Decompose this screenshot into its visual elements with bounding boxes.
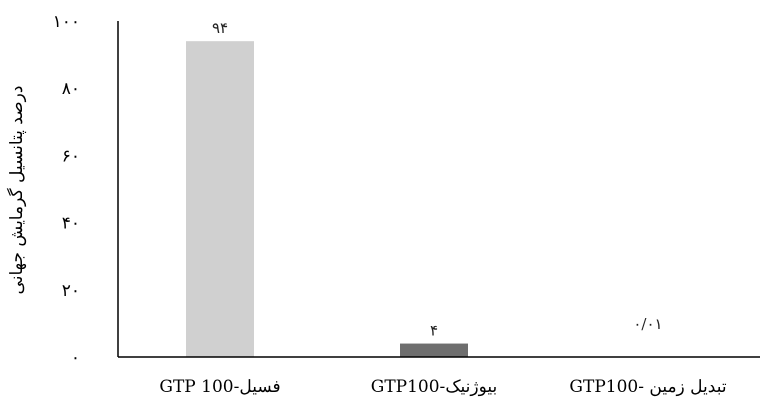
bar — [400, 343, 468, 357]
bar — [186, 41, 254, 357]
data-label: ۴ — [430, 322, 438, 340]
y-tick-label: ۶۰ — [62, 146, 80, 166]
data-label: ۹۴ — [212, 19, 228, 37]
data-label: ۰/۰۱ — [633, 315, 662, 333]
bars-group — [186, 41, 682, 357]
y-tick-label: ۸۰ — [62, 79, 80, 99]
category-label: GTP 100-فسیل — [159, 377, 280, 397]
y-axis-ticks: ۰ ۲۰ ۴۰ ۶۰ ۸۰ ۱۰۰ — [53, 12, 80, 368]
category-labels-group: GTP 100-فسیل GTP100-بیوژنیک GTP100- تبدیل … — [159, 377, 726, 397]
data-labels-group: ۹۴ ۴ ۰/۰۱ — [212, 19, 663, 339]
y-tick-label: ۰ — [71, 348, 80, 368]
category-label: GTP100-بیوژنیک — [371, 377, 498, 397]
category-label: GTP100- تبدیل زمین — [569, 377, 726, 397]
y-axis-label: درصد پتانسیل گرمایش جهانی — [6, 86, 27, 295]
y-tick-label: ۴۰ — [62, 214, 80, 234]
y-tick-label: ۲۰ — [62, 281, 80, 301]
y-tick-label: ۱۰۰ — [53, 12, 80, 32]
